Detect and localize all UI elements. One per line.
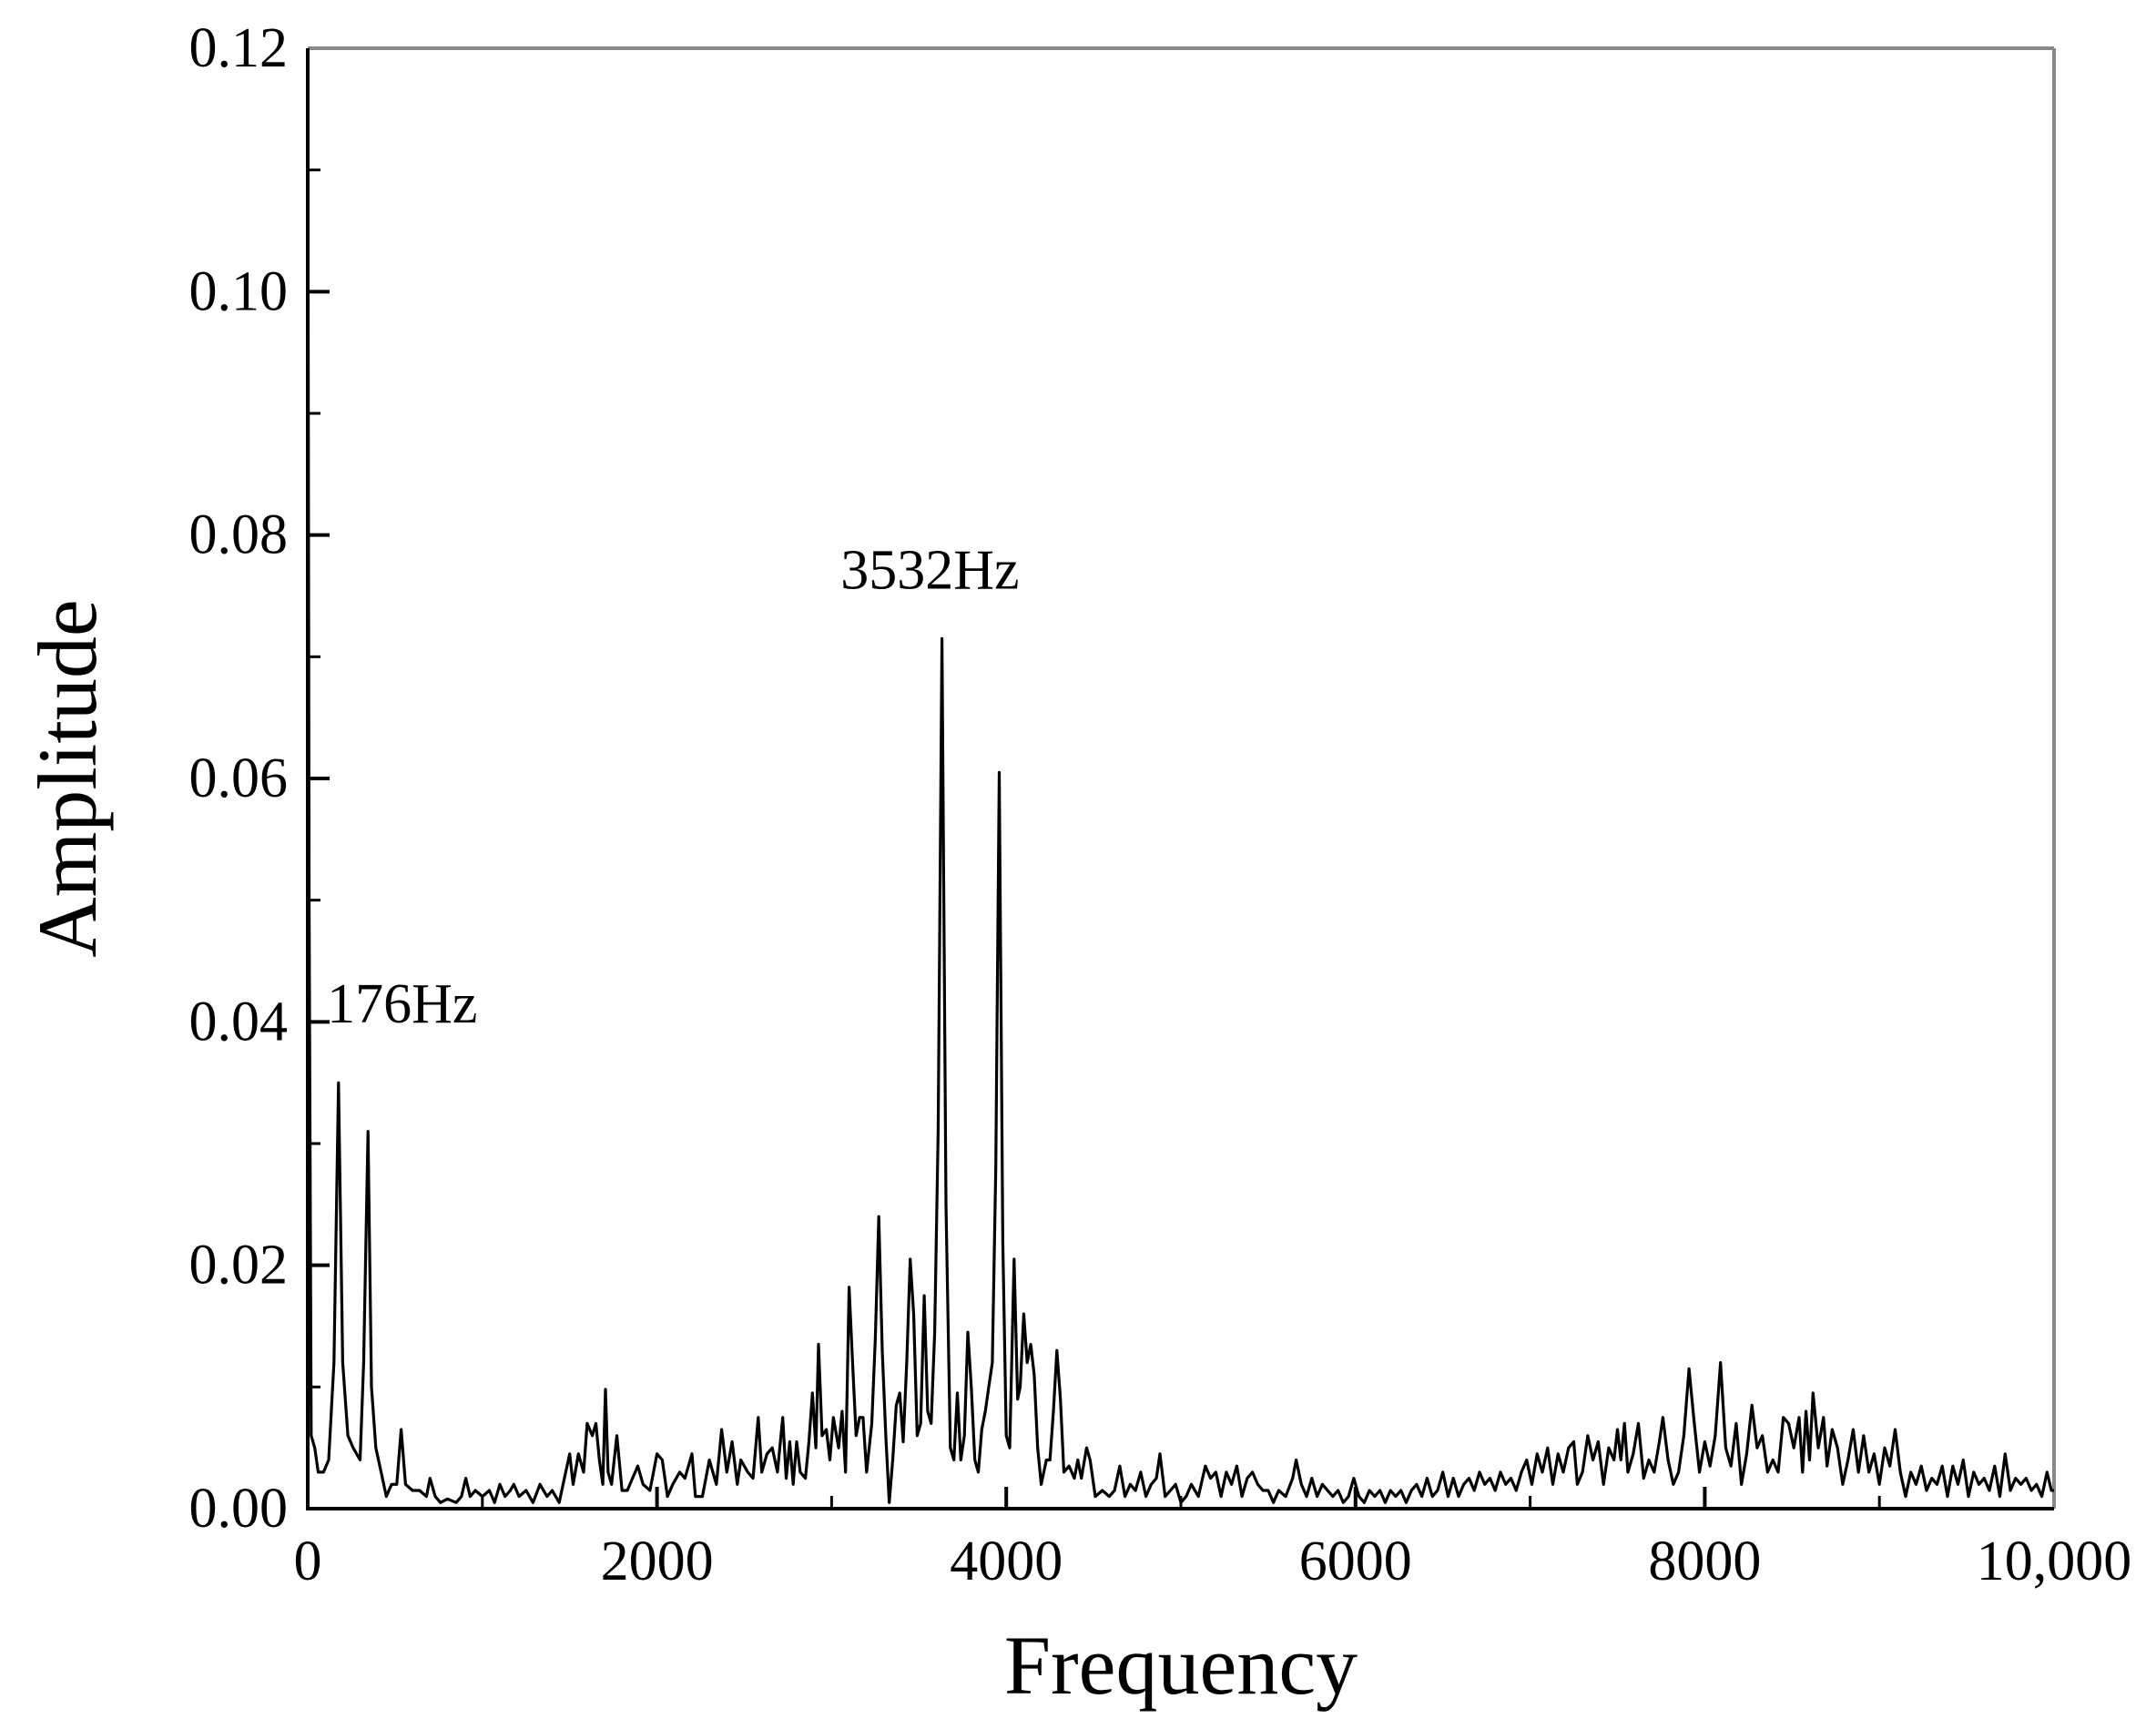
peak-annotation: 176Hz [327, 973, 477, 1035]
x-tick-label: 0 [294, 1531, 322, 1592]
plot-frame [306, 46, 2056, 1510]
y-tick-label: 0.00 [189, 1478, 289, 1540]
y-axis-title: Amplitude [21, 599, 114, 958]
peak-annotation: 3532Hz [840, 540, 1019, 602]
y-tick-label: 0.06 [189, 748, 289, 809]
x-tick-label: 2000 [601, 1531, 714, 1592]
series-layer [306, 47, 2054, 1504]
y-tick-label: 0.02 [189, 1235, 289, 1297]
y-tick-label: 0.10 [189, 260, 289, 322]
tick-labels: 0.00 0.02 0.04 0.06 0.08 0.10 0.12 0 2000 4000 600… [189, 17, 2132, 1592]
y-tick-label: 0.08 [189, 504, 289, 566]
x-tick-label: 6000 [1299, 1531, 1412, 1592]
x-tick-label: 10,000 [1977, 1531, 2132, 1592]
spectrum-line [306, 47, 2054, 1504]
annotations: 176Hz 3532Hz [327, 540, 1019, 1036]
y-tick-label: 0.12 [189, 17, 289, 79]
y-tick-label: 0.04 [189, 991, 289, 1053]
axis-ticks [306, 46, 2056, 1510]
x-tick-label: 8000 [1648, 1531, 1761, 1592]
x-axis-title: Frequency [1004, 1619, 1358, 1712]
x-tick-label: 4000 [950, 1531, 1063, 1592]
